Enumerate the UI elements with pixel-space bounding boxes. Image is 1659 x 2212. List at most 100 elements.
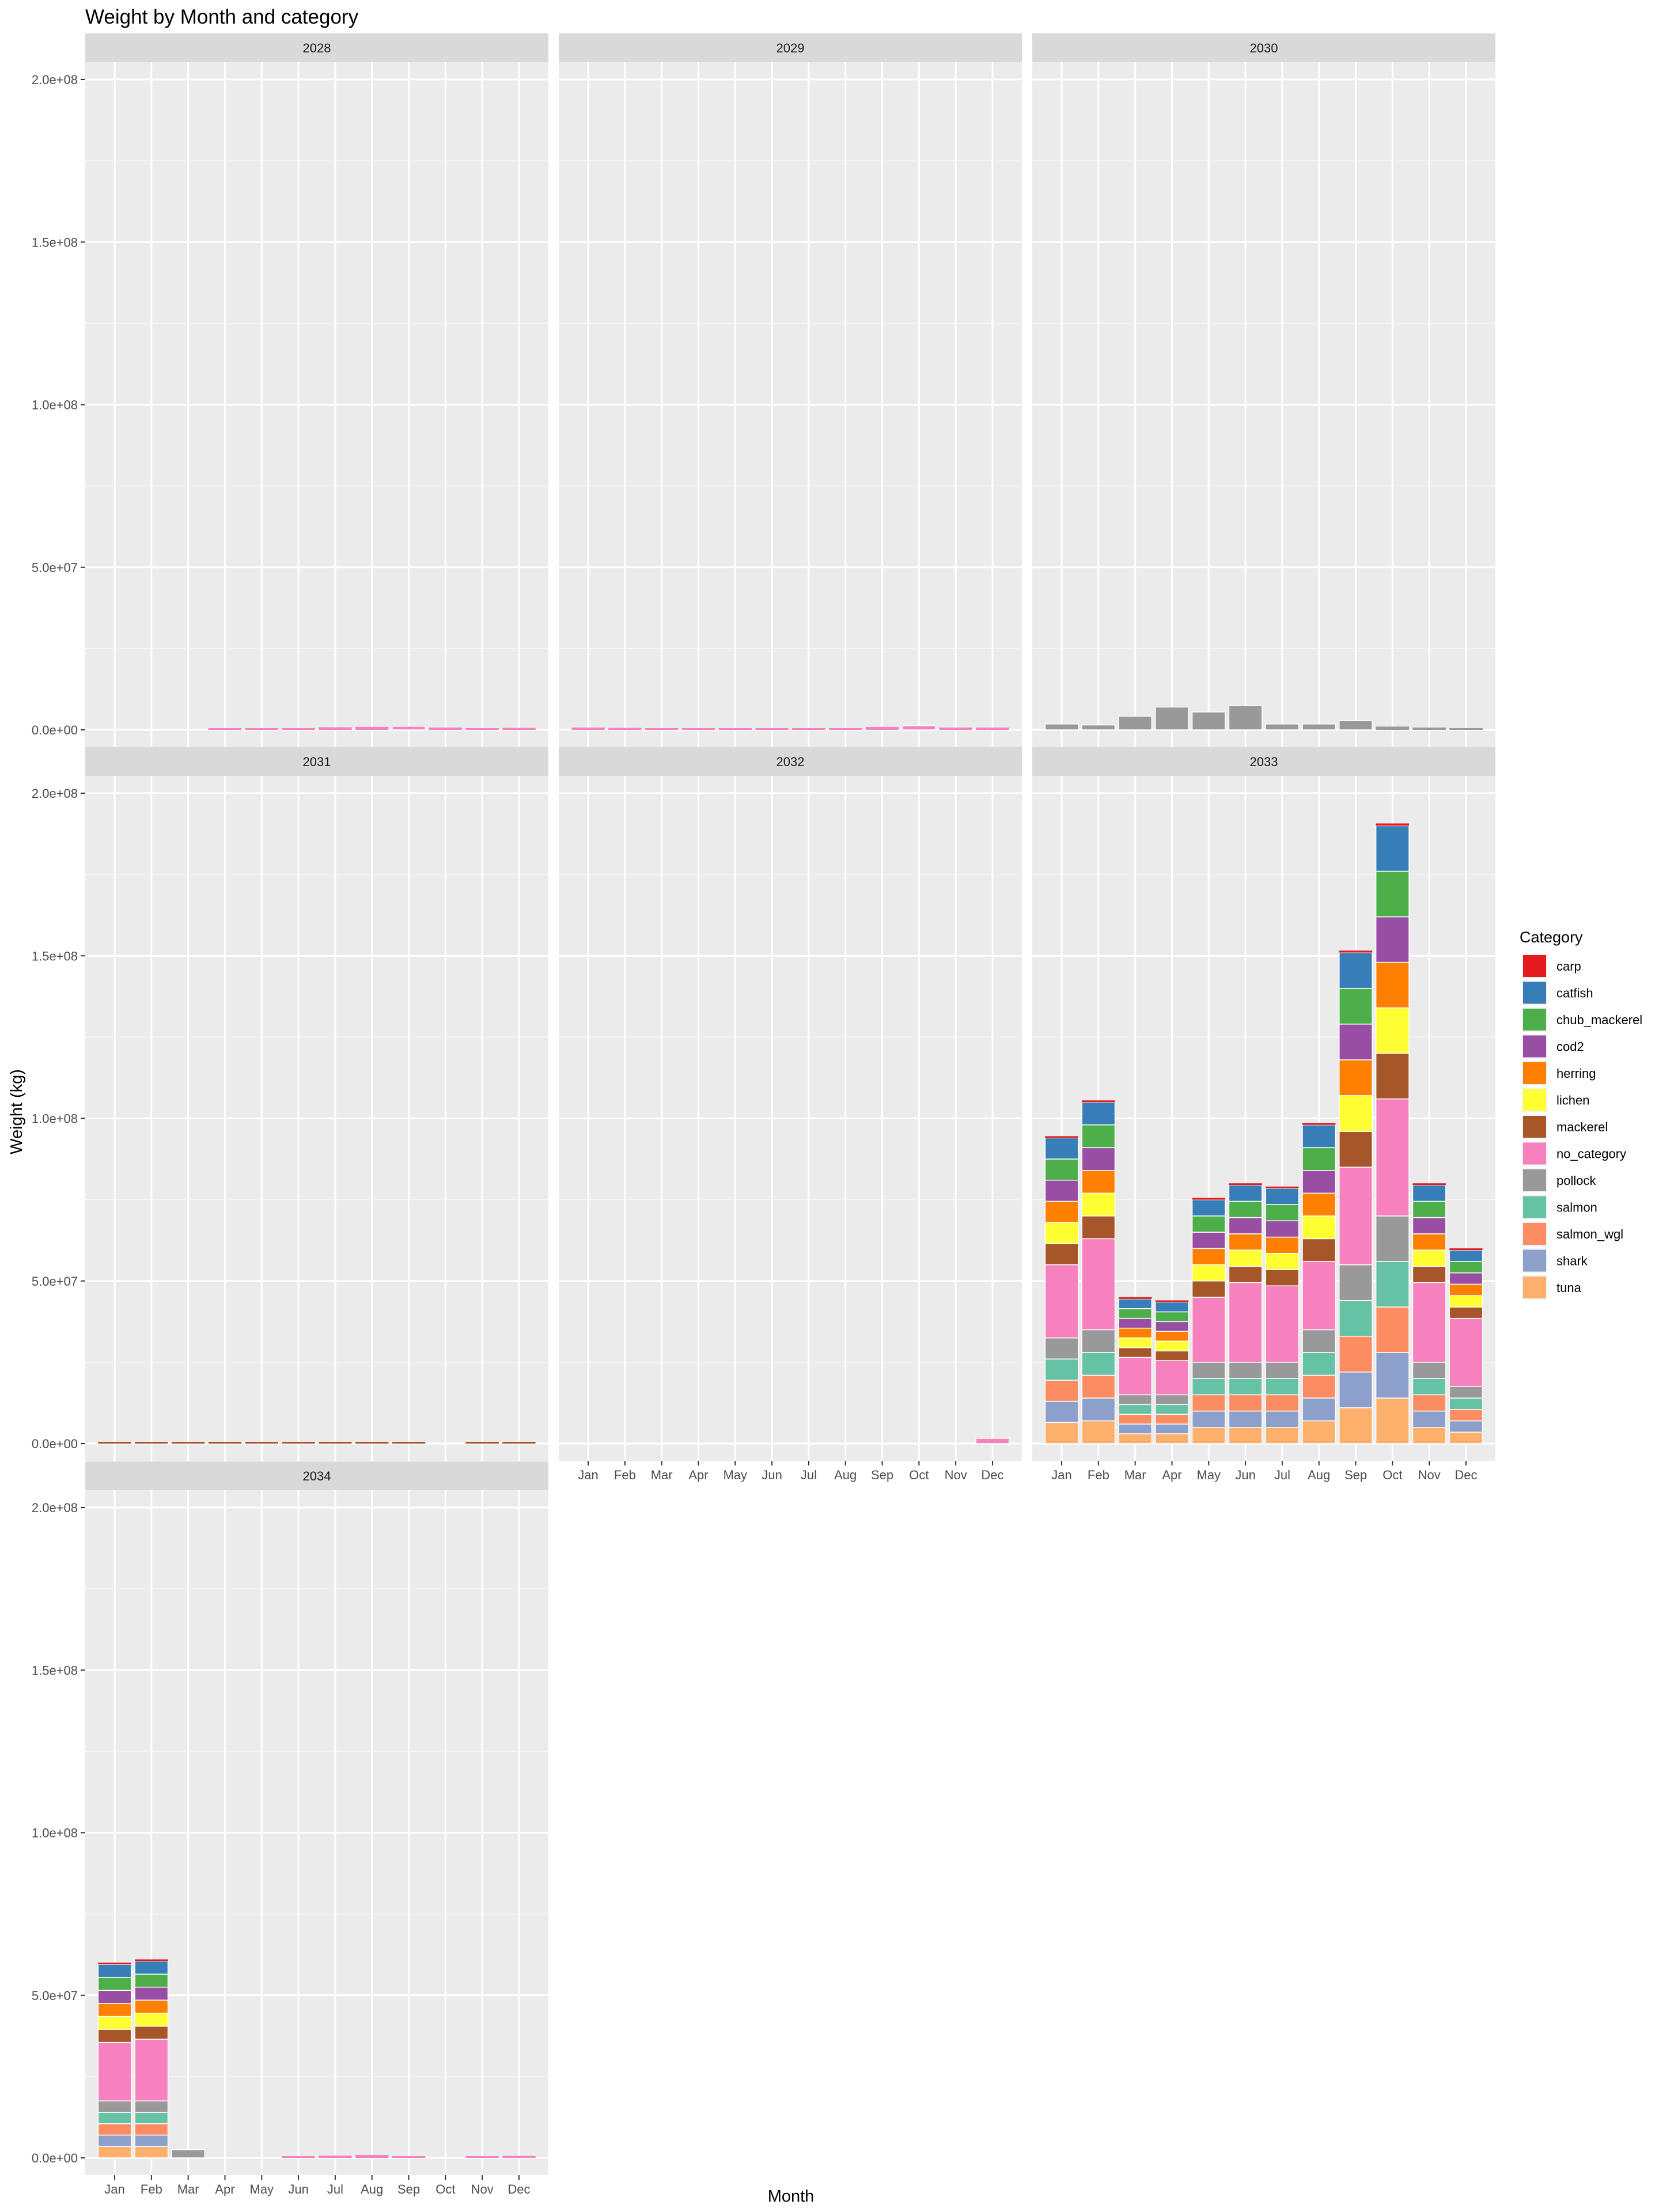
bar-segment-lichen [1449,1295,1483,1308]
bar-segment-mackerel [245,1442,278,1444]
bar-segment-no_category [319,727,352,730]
legend-key-pollock [1523,1169,1546,1191]
bar-segment-no_category [1191,1297,1226,1363]
bar-segment-shark [1412,1410,1446,1428]
bars [208,726,536,730]
bar-segment-herring [1265,1236,1300,1254]
bar-segment-mackerel [392,1442,426,1444]
bar-segment-no_category [1375,1098,1410,1217]
bar-segment-tuna [1412,1427,1446,1444]
bar-segment-mackerel [1081,1215,1116,1240]
bar-segment-mackerel [208,1442,242,1444]
bar-segment-tuna [1375,1397,1410,1444]
bar-segment-shark [1191,1410,1226,1428]
legend-key-lichen [1523,1089,1546,1111]
y-tick-label: 5.0e+07 [32,560,78,575]
bar-segment-chub_mackerel [1449,1261,1483,1274]
y-tick-label: 1.5e+08 [32,949,78,963]
y-tick-label: 1.5e+08 [32,1663,78,1677]
bar-segment-tuna [1155,1433,1189,1444]
bar-segment-salmon_wgl [1412,1394,1446,1412]
bar-segment-mackerel [98,1442,131,1444]
bar-segment-herring [1155,1331,1189,1342]
bar-segment-no_category [645,728,679,730]
bar-segment-tuna [1081,1420,1116,1444]
bar-segment-cod2 [1449,1272,1483,1285]
bar-segment-salmon_wgl [1155,1414,1189,1425]
bar-segment-lichen [1265,1253,1300,1270]
legend-key-mackerel [1523,1116,1546,1138]
x-tick-label: Jul [327,2182,343,2196]
bar-segment-pollock [1191,1362,1226,1379]
bar-segment-no_category [97,2041,132,2101]
bars [1044,704,1483,730]
bar-segment-pollock [134,2100,169,2113]
bar-segment-cod2 [1118,1317,1153,1329]
x-tick-label: Aug [1308,1468,1330,1482]
bar-segment-carp [1118,1297,1152,1299]
legend-label: catfish [1556,986,1593,1001]
bar-segment-carp [1449,1248,1483,1251]
x-tick-label: Apr [688,1468,708,1482]
bar-segment-shark [1081,1397,1116,1422]
bar-segment-no_category [1449,1317,1483,1387]
x-tick-label: Apr [215,2182,234,2196]
facet-panel-2031: 2031 0.0e+00 5.0e+07 1.0e+08 1.5e+08 2.0e+08 [32,747,548,1461]
bar-segment-tuna [1265,1427,1300,1444]
bar-segment-tuna [97,2146,132,2158]
y-tick-label: 0.0e+00 [32,1437,78,1451]
bar-segment-no_category [1412,1282,1446,1363]
bar-segment-salmon [1118,1404,1153,1415]
bar-segment-cod2 [1339,1024,1373,1060]
legend-key-herring [1523,1062,1546,1084]
bar-segment-no_category [1339,1166,1373,1266]
bar-segment-herring [97,2003,132,2017]
bar-segment-lichen [1044,1222,1079,1244]
bar-segment-herring [1191,1248,1226,1266]
bar-segment-no_category [755,728,789,730]
x-tick-label: Jun [762,1468,782,1482]
legend-label: chub_mackerel [1556,1013,1642,1027]
bar-segment-herring [134,1999,169,2014]
bar-segment-no_category [1081,1238,1116,1331]
bar-segment-pollock [1449,728,1483,730]
legend-title: Category [1520,929,1583,946]
bar-segment-tuna [1302,1420,1336,1444]
bar-segment-herring [1081,1170,1116,1194]
bar-segment-salmon_wgl [1044,1380,1079,1402]
bar-segment-shark [97,2134,132,2147]
bar-segment-catfish [1228,1184,1263,1202]
facet-strip-label: 2032 [777,755,805,769]
bar-segment-cod2 [1412,1217,1446,1234]
x-tick-label: May [724,1468,748,1482]
bar-segment-catfish [1412,1184,1446,1202]
bar-segment-mackerel [1191,1281,1226,1298]
bar-segment-mackerel [1339,1131,1373,1168]
bar-segment-catfish [1339,952,1373,989]
bar-segment-no_category [1044,1264,1079,1339]
bar-segment-salmon_wgl [1449,1408,1483,1422]
bar-segment-no_category [502,728,536,730]
bar-segment-chub_mackerel [1375,870,1410,918]
chart-title: Weight by Month and category [85,6,359,28]
y-tick-label: 1.0e+08 [32,1112,78,1126]
bar-segment-chub_mackerel [1265,1204,1300,1222]
bar-segment-salmon_wgl [1302,1374,1336,1399]
bar-segment-salmon [1081,1352,1116,1376]
bar-segment-salmon [1044,1358,1079,1381]
bar-segment-no_category [392,2156,426,2158]
bar-segment-lichen [1081,1192,1116,1217]
x-tick-label: Sep [397,2182,420,2196]
x-tick-label: Mar [651,1468,673,1482]
bar-segment-herring [1302,1192,1336,1217]
bar-segment-no_category [392,726,426,730]
x-tick-label: Mar [1124,1468,1146,1482]
x-tick-label: May [250,2182,274,2196]
bar-segment-no_category [282,728,315,730]
legend-label: shark [1556,1254,1588,1268]
facet-panel-2034: 2034 0.0e+00 5.0e+07 1.0e+08 1.5e+08 2.0e+08 J… [32,1461,548,2196]
x-tick-label: Jun [1235,1468,1255,1482]
bar-segment-lichen [134,2013,169,2027]
bar-segment-lichen [1302,1215,1336,1240]
facet-strip-label: 2028 [303,41,331,55]
